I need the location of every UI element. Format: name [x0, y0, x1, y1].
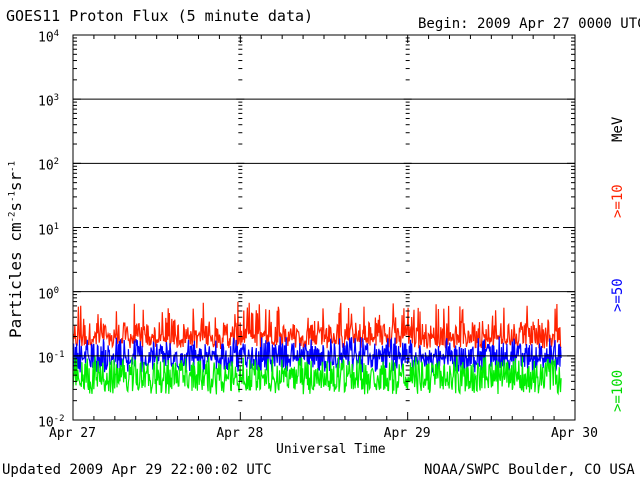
- x-tick-label: Apr 30: [551, 426, 598, 441]
- series-line-0: [72, 301, 562, 350]
- x-tick-label: Apr 28: [216, 426, 264, 441]
- plot-frame: [72, 34, 576, 421]
- legend-ge100: >=100: [610, 369, 626, 412]
- begin-time: Begin: 2009 Apr 27 0000 UTC: [418, 16, 640, 32]
- y-tick-label-base: 10: [38, 286, 54, 302]
- y-axis-label-main: Particles cm: [6, 222, 25, 338]
- y-tick-label-exp: 4: [53, 29, 60, 39]
- y-axis-label-sr: sr: [6, 171, 25, 192]
- y-tick-label: 100: [38, 283, 59, 303]
- x-axis-label: Universal Time: [276, 442, 386, 457]
- y-tick-label: 10-2: [38, 411, 65, 431]
- legend-ge10: >=10: [610, 184, 626, 218]
- y-axis-label-sup1: -2: [7, 211, 18, 223]
- y-tick-label: 104: [38, 26, 59, 46]
- y-axis-label: Particles cm-2s-1sr-1: [6, 161, 25, 338]
- y-tick-label: 101: [38, 219, 59, 239]
- y-tick-label-exp: 0: [53, 285, 60, 296]
- y-tick-label-exp: 3: [53, 93, 60, 104]
- y-tick-label-base: 10: [38, 222, 54, 238]
- grid-layer: [73, 98, 575, 293]
- unit-label-mev: MeV: [610, 116, 626, 142]
- y-tick-label: 10-1: [38, 347, 65, 367]
- updated-time: Updated 2009 Apr 29 22:00:02 UTC: [2, 462, 272, 478]
- y-axis-label-sup3: -1: [7, 160, 18, 172]
- y-tick-label-exp: -2: [53, 414, 65, 424]
- y-tick-label-base: 10: [38, 94, 54, 110]
- source-credit: NOAA/SWPC Boulder, CO USA: [424, 462, 635, 478]
- y-tick-label-base: 10: [38, 158, 54, 174]
- chart-title: GOES11 Proton Flux (5 minute data): [6, 7, 314, 25]
- y-axis-label-sup2: -1: [7, 191, 18, 202]
- y-tick-label-base: 10: [38, 351, 54, 367]
- legend-ge50: >=50: [610, 278, 626, 312]
- x-tick-label: Apr 27: [49, 426, 96, 441]
- y-axis-label-s: s: [6, 201, 25, 212]
- y-tick-label: 102: [38, 154, 59, 174]
- y-tick-label: 103: [38, 90, 59, 110]
- y-tick-label-base: 10: [38, 415, 54, 431]
- series-line-2: [72, 355, 562, 396]
- x-tick-label: Apr 29: [383, 426, 431, 441]
- series-layer: [72, 301, 575, 396]
- y-tick-label-exp: -1: [53, 349, 65, 360]
- y-tick-label-base: 10: [38, 30, 54, 46]
- y-tick-label-exp: 1: [53, 221, 60, 232]
- y-tick-label-exp: 2: [53, 157, 60, 168]
